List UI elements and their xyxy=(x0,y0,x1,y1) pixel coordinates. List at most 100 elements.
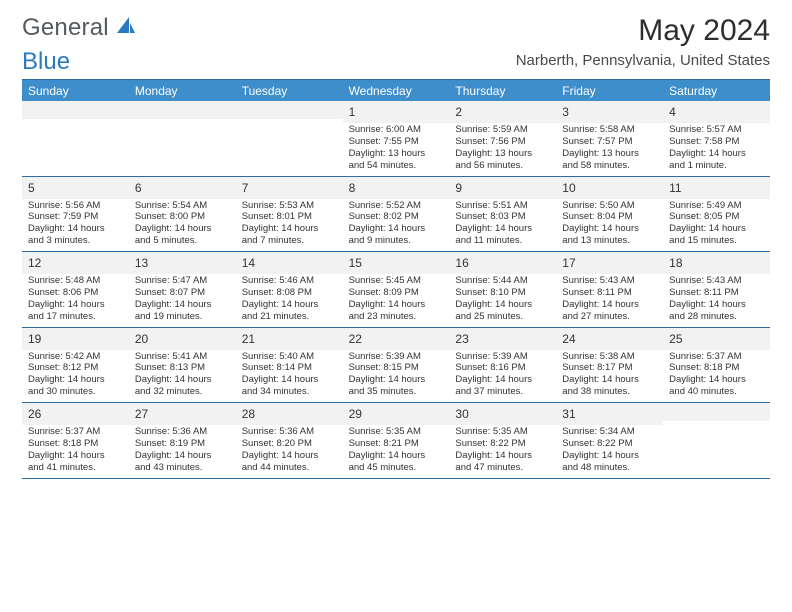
day-number: 31 xyxy=(562,407,575,421)
detail-block: Sunrise: 5:47 AMSunset: 8:07 PMDaylight:… xyxy=(129,274,236,327)
day-cell: 3 Sunrise: 5:58 AMSunset: 7:57 PMDaylight… xyxy=(556,101,663,176)
daylight-line: and 23 minutes. xyxy=(349,311,444,323)
day-number: 17 xyxy=(562,256,575,270)
sunrise-line: Sunrise: 5:41 AM xyxy=(135,351,230,363)
day-number: 5 xyxy=(28,181,35,195)
daylight-line: and 48 minutes. xyxy=(562,462,657,474)
day-number: 11 xyxy=(669,181,681,195)
day-cell: 24Sunrise: 5:38 AMSunset: 8:17 PMDayligh… xyxy=(556,328,663,403)
day-number: 10 xyxy=(562,181,575,195)
header: General May 2024 Narberth, Pennsylvania,… xyxy=(0,0,792,71)
daylight-line: and 13 minutes. xyxy=(562,235,657,247)
daynum-block xyxy=(663,403,770,421)
detail-block: Sunrise: 5:50 AMSunset: 8:04 PMDaylight:… xyxy=(556,199,663,252)
sunrise-line: Sunrise: 5:35 AM xyxy=(349,426,444,438)
sunset-line: Sunset: 8:00 PM xyxy=(135,211,230,223)
daylight-line: Daylight: 14 hours xyxy=(242,374,337,386)
dow-friday: Friday xyxy=(556,80,663,101)
day-number: 3 xyxy=(562,105,569,119)
daynum-block: 21 xyxy=(236,328,343,350)
sunset-line: Sunset: 8:07 PM xyxy=(135,287,230,299)
daylight-line: and 35 minutes. xyxy=(349,386,444,398)
sunrise-line: Sunrise: 5:58 AM xyxy=(562,124,657,136)
day-cell xyxy=(22,101,129,176)
daynum-block: 3 xyxy=(556,101,663,123)
detail-block: Sunrise: 5:51 AMSunset: 8:03 PMDaylight:… xyxy=(449,199,556,252)
day-cell: 31 Sunrise: 5:34 AMSunset: 8:22 PMDayligh… xyxy=(556,403,663,478)
daynum-block xyxy=(236,101,343,119)
detail-block: Sunrise: 5:49 AMSunset: 8:05 PMDaylight:… xyxy=(663,199,770,252)
daynum-block: 25 xyxy=(663,328,770,350)
detail-block: Sunrise: 5:36 AMSunset: 8:20 PMDaylight:… xyxy=(236,425,343,478)
daynum-block: 4 xyxy=(663,101,770,123)
day-cell: 19Sunrise: 5:42 AMSunset: 8:12 PMDayligh… xyxy=(22,328,129,403)
day-cell: 11 Sunrise: 5:49 AMSunset: 8:05 PMDayligh… xyxy=(663,177,770,252)
sunrise-line: Sunrise: 5:40 AM xyxy=(242,351,337,363)
day-cell xyxy=(236,101,343,176)
sunset-line: Sunset: 8:11 PM xyxy=(669,287,764,299)
location: Narberth, Pennsylvania, United States xyxy=(516,52,770,69)
sunset-line: Sunset: 8:11 PM xyxy=(562,287,657,299)
daylight-line: and 17 minutes. xyxy=(28,311,123,323)
detail-block: Sunrise: 5:41 AMSunset: 8:13 PMDaylight:… xyxy=(129,350,236,403)
logo-text-blue: Blue xyxy=(22,48,70,76)
daylight-line: Daylight: 14 hours xyxy=(562,374,657,386)
daynum-block: 27 xyxy=(129,403,236,425)
day-cell: 29Sunrise: 5:35 AMSunset: 8:21 PMDayligh… xyxy=(343,403,450,478)
sail-icon xyxy=(115,14,137,42)
detail-block: Sunrise: 5:43 AMSunset: 8:11 PMDaylight:… xyxy=(663,274,770,327)
daynum-block: 23 xyxy=(449,328,556,350)
day-cell: 15Sunrise: 5:45 AMSunset: 8:09 PMDayligh… xyxy=(343,252,450,327)
daylight-line: and 37 minutes. xyxy=(455,386,550,398)
daylight-line: and 15 minutes. xyxy=(669,235,764,247)
day-number: 18 xyxy=(669,256,682,270)
detail-block: Sunrise: 5:58 AMSunset: 7:57 PMDaylight:… xyxy=(556,123,663,176)
detail-block: Sunrise: 5:46 AMSunset: 8:08 PMDaylight:… xyxy=(236,274,343,327)
sunset-line: Sunset: 8:22 PM xyxy=(562,438,657,450)
daynum-block: 28 xyxy=(236,403,343,425)
day-number: 26 xyxy=(28,407,41,421)
calendar: Sunday Monday Tuesday Wednesday Thursday… xyxy=(22,79,770,479)
daylight-line: Daylight: 14 hours xyxy=(669,374,764,386)
daylight-line: and 27 minutes. xyxy=(562,311,657,323)
daynum-block: 12 xyxy=(22,252,129,274)
sunrise-line: Sunrise: 5:36 AM xyxy=(135,426,230,438)
daylight-line: and 25 minutes. xyxy=(455,311,550,323)
sunrise-line: Sunrise: 5:56 AM xyxy=(28,200,123,212)
title-block: May 2024 Narberth, Pennsylvania, United … xyxy=(516,14,770,69)
day-number: 16 xyxy=(455,256,468,270)
sunrise-line: Sunrise: 5:38 AM xyxy=(562,351,657,363)
daylight-line: Daylight: 14 hours xyxy=(349,450,444,462)
sunrise-line: Sunrise: 5:37 AM xyxy=(28,426,123,438)
day-number: 24 xyxy=(562,332,575,346)
detail-block: Sunrise: 5:34 AMSunset: 8:22 PMDaylight:… xyxy=(556,425,663,478)
daynum-block: 1 xyxy=(343,101,450,123)
day-number: 13 xyxy=(135,256,148,270)
detail-block: Sunrise: 5:57 AMSunset: 7:58 PMDaylight:… xyxy=(663,123,770,176)
day-number: 30 xyxy=(455,407,468,421)
daynum-block: 6 xyxy=(129,177,236,199)
day-number: 9 xyxy=(455,181,462,195)
day-number: 1 xyxy=(349,105,356,119)
daylight-line: Daylight: 14 hours xyxy=(562,450,657,462)
sunrise-line: Sunrise: 5:39 AM xyxy=(455,351,550,363)
week-row: 5 Sunrise: 5:56 AMSunset: 7:59 PMDaylight… xyxy=(22,177,770,253)
daynum-block: 11 xyxy=(663,177,770,199)
daynum-block: 5 xyxy=(22,177,129,199)
daylight-line: Daylight: 14 hours xyxy=(135,223,230,235)
daynum-block: 31 xyxy=(556,403,663,425)
sunrise-line: Sunrise: 5:43 AM xyxy=(562,275,657,287)
day-cell: 30Sunrise: 5:35 AMSunset: 8:22 PMDayligh… xyxy=(449,403,556,478)
daynum-block: 17 xyxy=(556,252,663,274)
sunrise-line: Sunrise: 5:52 AM xyxy=(349,200,444,212)
day-number: 22 xyxy=(349,332,362,346)
logo-text-general: General xyxy=(22,14,109,42)
daylight-line: Daylight: 14 hours xyxy=(349,374,444,386)
sunset-line: Sunset: 8:15 PM xyxy=(349,362,444,374)
daylight-line: and 56 minutes. xyxy=(455,160,550,172)
daynum-block: 9 xyxy=(449,177,556,199)
daylight-line: Daylight: 14 hours xyxy=(28,374,123,386)
daynum-block: 7 xyxy=(236,177,343,199)
day-cell: 27Sunrise: 5:36 AMSunset: 8:19 PMDayligh… xyxy=(129,403,236,478)
detail-block: Sunrise: 5:56 AMSunset: 7:59 PMDaylight:… xyxy=(22,199,129,252)
